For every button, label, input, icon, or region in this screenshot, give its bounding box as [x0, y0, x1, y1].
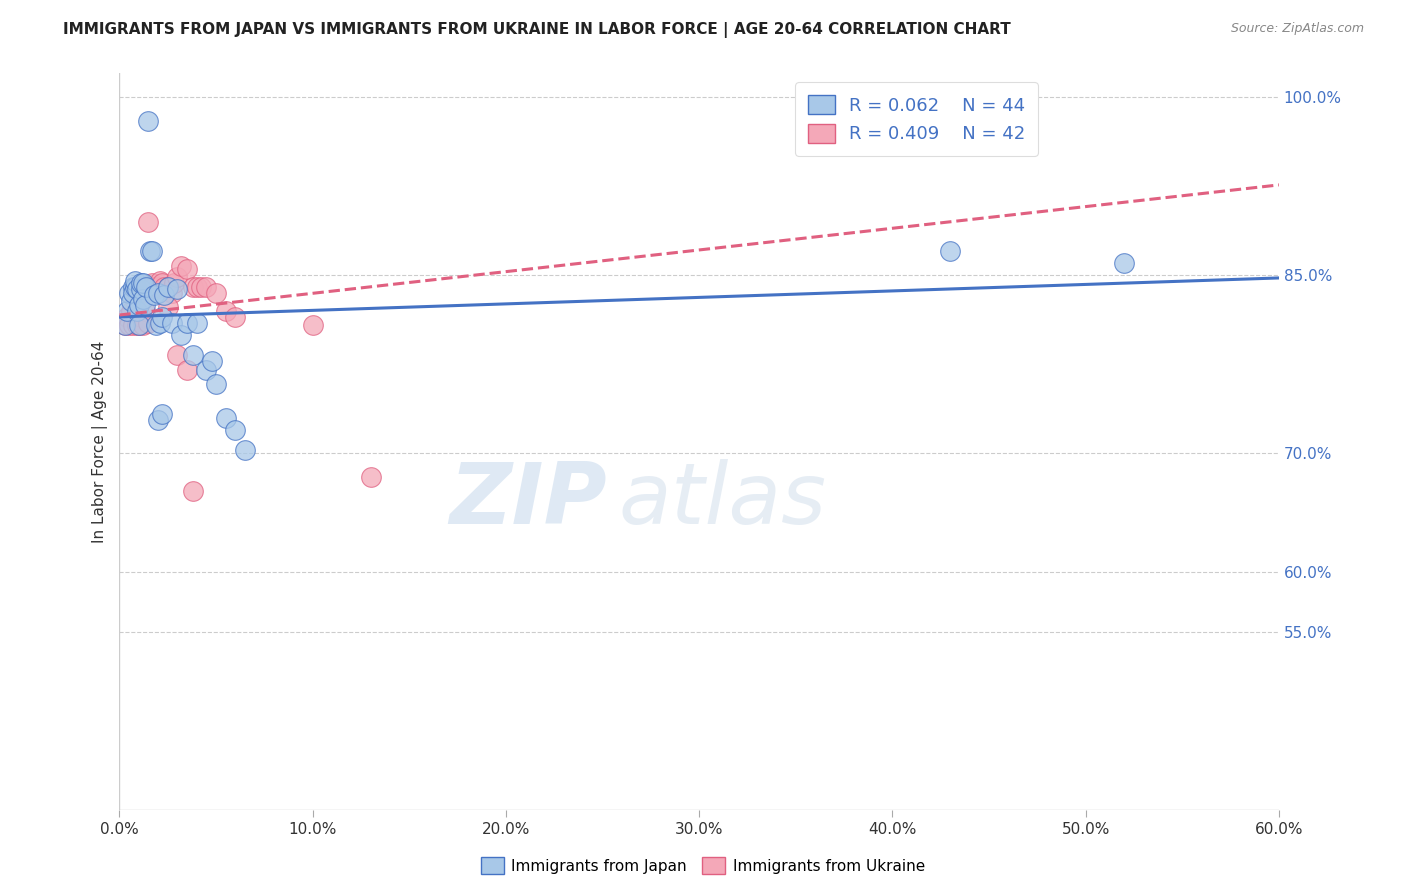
Point	[122, 285, 145, 300]
Legend: Immigrants from Japan, Immigrants from Ukraine: Immigrants from Japan, Immigrants from U…	[475, 851, 931, 880]
Point	[131, 318, 153, 332]
Point	[153, 280, 176, 294]
Point	[125, 318, 148, 332]
Point	[124, 294, 146, 309]
Point	[162, 277, 184, 291]
Point	[156, 280, 179, 294]
Text: IMMIGRANTS FROM JAPAN VS IMMIGRANTS FROM UKRAINE IN LABOR FORCE | AGE 20-64 CORR: IMMIGRANTS FROM JAPAN VS IMMIGRANTS FROM…	[63, 22, 1011, 38]
Point	[205, 285, 228, 300]
Point	[131, 277, 153, 291]
Point	[128, 298, 150, 312]
Point	[166, 270, 188, 285]
Point	[153, 288, 176, 302]
Point	[160, 285, 183, 300]
Point	[114, 318, 136, 332]
Point	[224, 423, 246, 437]
Point	[181, 348, 204, 362]
Point	[128, 318, 150, 332]
Point	[176, 363, 198, 377]
Point	[135, 282, 157, 296]
Point	[150, 277, 173, 291]
Point	[143, 280, 166, 294]
Point	[138, 113, 160, 128]
Point	[129, 310, 152, 324]
Point	[360, 470, 382, 484]
Point	[120, 294, 142, 309]
Point	[201, 353, 224, 368]
Point	[141, 244, 163, 259]
Point	[150, 310, 173, 324]
Point	[156, 280, 179, 294]
Point	[150, 407, 173, 421]
Point	[128, 318, 150, 332]
Point	[166, 348, 188, 362]
Point	[134, 303, 156, 318]
Point	[160, 316, 183, 330]
Point	[129, 277, 152, 291]
Point	[170, 259, 193, 273]
Point	[138, 316, 160, 330]
Point	[131, 292, 153, 306]
Point	[145, 318, 167, 332]
Point	[186, 316, 208, 330]
Point	[149, 316, 172, 330]
Point	[115, 303, 138, 318]
Point	[145, 282, 167, 296]
Point	[205, 377, 228, 392]
Point	[156, 300, 179, 314]
Point	[125, 303, 148, 318]
Point	[122, 318, 145, 332]
Point	[118, 318, 141, 332]
Point	[124, 280, 146, 294]
Point	[181, 484, 204, 499]
Point	[141, 277, 163, 291]
Point	[146, 280, 169, 294]
Text: atlas: atlas	[619, 459, 825, 542]
Point	[190, 280, 212, 294]
Point	[138, 214, 160, 228]
Text: ZIP: ZIP	[449, 459, 606, 542]
Point	[181, 280, 204, 294]
Legend: R = 0.062    N = 44, R = 0.409    N = 42: R = 0.062 N = 44, R = 0.409 N = 42	[794, 82, 1038, 156]
Point	[118, 285, 141, 300]
Point	[176, 316, 198, 330]
Point	[186, 280, 208, 294]
Point	[129, 282, 152, 296]
Point	[114, 318, 136, 332]
Point	[122, 280, 145, 294]
Point	[134, 298, 156, 312]
Point	[139, 244, 162, 259]
Point	[166, 282, 188, 296]
Point	[125, 282, 148, 296]
Point	[301, 318, 323, 332]
Text: Source: ZipAtlas.com: Source: ZipAtlas.com	[1230, 22, 1364, 36]
Point	[215, 410, 238, 425]
Point	[939, 244, 962, 259]
Point	[233, 442, 256, 457]
Point	[176, 262, 198, 277]
Point	[170, 327, 193, 342]
Point	[139, 280, 162, 294]
Point	[143, 288, 166, 302]
Point	[149, 274, 172, 288]
Point	[1114, 256, 1136, 270]
Point	[195, 280, 218, 294]
Point	[120, 303, 142, 318]
Y-axis label: In Labor Force | Age 20-64: In Labor Force | Age 20-64	[93, 341, 108, 542]
Point	[135, 280, 157, 294]
Point	[195, 363, 218, 377]
Point	[224, 310, 246, 324]
Point	[124, 274, 146, 288]
Point	[115, 310, 138, 324]
Point	[215, 303, 238, 318]
Point	[146, 285, 169, 300]
Point	[146, 413, 169, 427]
